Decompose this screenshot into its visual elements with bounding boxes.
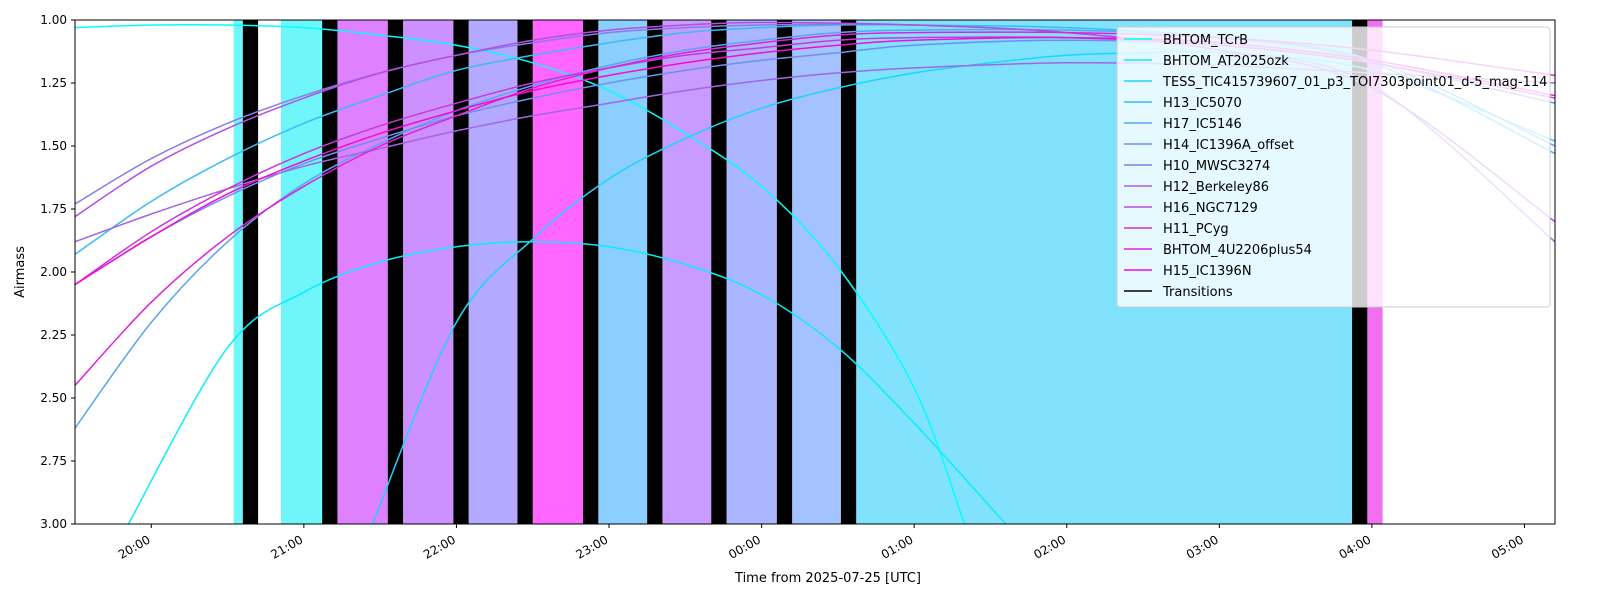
x-tick-label-7: 02:00 <box>1031 532 1068 561</box>
transition-span-1 <box>242 20 259 524</box>
transition-span-3 <box>387 20 404 524</box>
observation-span-6 <box>532 20 584 524</box>
y-axis-label: Airmass <box>13 246 28 298</box>
y-tick-label-5: 2.00 <box>40 265 67 279</box>
y-tick-label-3: 1.50 <box>40 139 67 153</box>
legend-label-9: H16_NGC7129 <box>1163 201 1258 216</box>
observation-span-10 <box>792 20 841 524</box>
y-tick-label-6: 2.25 <box>40 328 67 342</box>
x-tick-label-1: 20:00 <box>116 532 153 561</box>
transition-span-2 <box>322 20 338 524</box>
observation-span-3 <box>337 20 388 524</box>
x-axis-ticks: 20:00 21:00 22:00 23:00 00:00 01:00 02:00 03:00… <box>116 524 1526 562</box>
transition-span-5 <box>517 20 533 524</box>
legend-label-7: H10_MWSC3274 <box>1163 159 1270 174</box>
x-tick-label-4: 23:00 <box>574 532 611 561</box>
transition-span-8 <box>711 20 727 524</box>
legend-label-11: BHTOM_4U2206plus54 <box>1163 243 1312 258</box>
legend-label-3: TESS_TIC415739607_01_p3_TOI7303point01_d… <box>1162 75 1547 90</box>
x-tick-label-2: 21:00 <box>268 532 305 561</box>
x-tick-label-5: 00:00 <box>726 532 763 561</box>
x-tick-label-9: 04:00 <box>1336 532 1373 561</box>
legend-label-8: H12_Berkeley86 <box>1163 180 1269 195</box>
legend-box <box>1116 26 1551 308</box>
legend-label-6: H14_IC1396A_offset <box>1163 138 1294 153</box>
y-axis-ticks: 1.00 1.25 1.50 1.75 2.00 2.25 2.50 2.75 3.00 <box>40 13 75 531</box>
transition-span-7 <box>647 20 663 524</box>
x-tick-label-8: 03:00 <box>1184 532 1221 561</box>
transition-span-6 <box>583 20 599 524</box>
y-tick-label-2: 1.25 <box>40 76 67 90</box>
transition-span-10 <box>840 20 857 524</box>
legend-label-13: Transitions <box>1162 285 1233 300</box>
legend-label-5: H17_IC5146 <box>1163 117 1242 132</box>
y-tick-label-1: 1.00 <box>40 13 67 27</box>
y-tick-label-8: 2.75 <box>40 454 67 468</box>
observation-span-4 <box>403 20 454 524</box>
x-axis-label: Time from 2025-07-25 [UTC] <box>734 571 921 586</box>
legend-label-2: BHTOM_AT2025ozk <box>1163 54 1289 69</box>
legend-label-12: H15_IC1396N <box>1163 264 1252 279</box>
x-tick-label-6: 01:00 <box>879 532 916 561</box>
y-tick-label-7: 2.50 <box>40 391 67 405</box>
observation-span-7 <box>598 20 648 524</box>
observation-span-9 <box>726 20 777 524</box>
y-tick-label-4: 1.75 <box>40 202 67 216</box>
legend: BHTOM_TCrB BHTOM_AT2025ozk TESS_TIC4157396… <box>1116 26 1551 308</box>
x-tick-label-10: 05:00 <box>1489 532 1526 561</box>
x-tick-label-3: 22:00 <box>421 532 458 561</box>
observation-span-8 <box>662 20 712 524</box>
legend-label-4: H13_IC5070 <box>1163 96 1242 111</box>
transition-span-4 <box>453 20 469 524</box>
series-line-2 <box>127 241 1007 524</box>
transition-span-9 <box>776 20 793 524</box>
observation-span-1 <box>233 20 243 524</box>
legend-label-10: H11_PCyg <box>1163 222 1229 237</box>
legend-label-1: BHTOM_TCrB <box>1163 33 1248 48</box>
y-tick-label-9: 3.00 <box>40 517 67 531</box>
